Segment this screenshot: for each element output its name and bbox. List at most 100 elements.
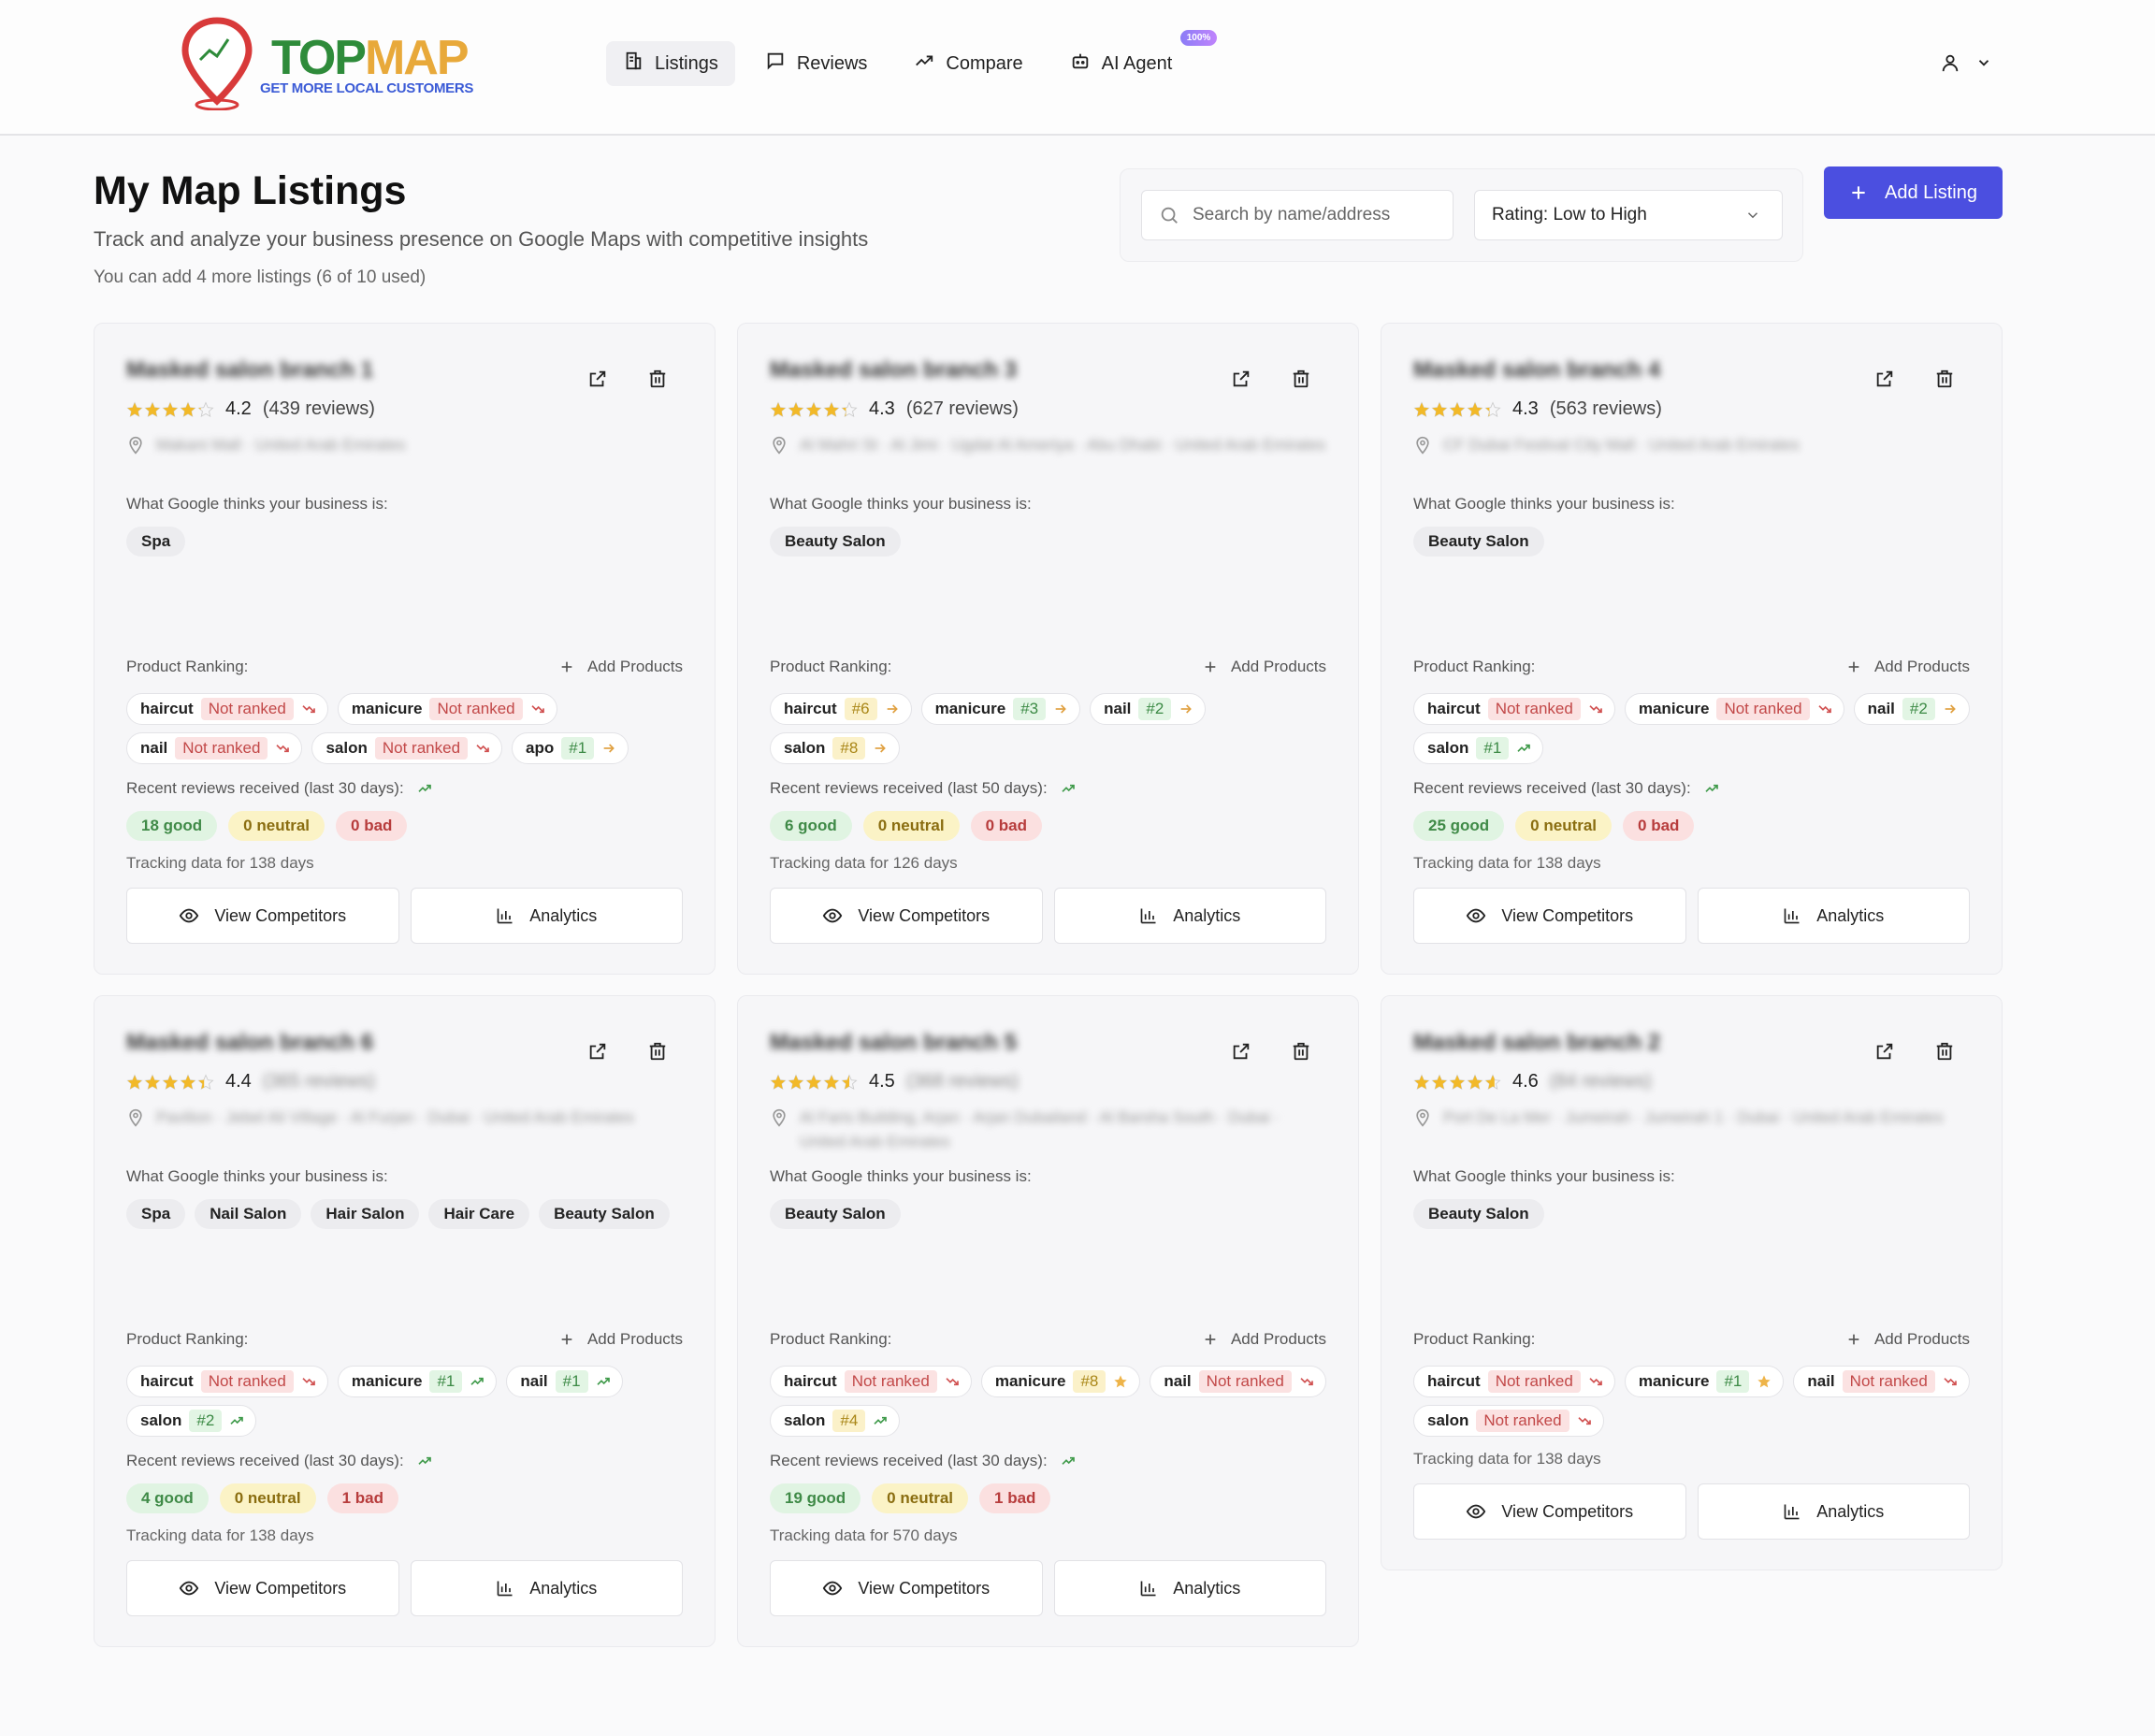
listing-card: Masked salon branch 6 4.4 (365 reviews) P… <box>94 995 716 1647</box>
product-ranking-tag[interactable]: haircut Not ranked <box>126 1366 328 1397</box>
tracking-duration: Tracking data for 138 days <box>1413 854 1601 872</box>
neutral-count: 0 neutral <box>228 811 325 841</box>
add-products-button[interactable]: Add Products <box>1203 1330 1326 1349</box>
keyword: nail <box>1807 1372 1835 1390</box>
add-products-button[interactable]: Add Products <box>1846 1330 1970 1349</box>
external-link-icon[interactable] <box>1874 369 1895 389</box>
card-actions <box>1874 1041 1955 1062</box>
product-ranking-tag[interactable]: salon #8 <box>770 732 901 764</box>
product-ranking-tag[interactable]: salon #2 <box>126 1405 257 1437</box>
add-products-button[interactable]: Add Products <box>1846 658 1970 676</box>
plus-icon <box>1848 661 1859 673</box>
product-ranking-tag[interactable]: nail Not ranked <box>1793 1366 1970 1397</box>
nav-label: AI Agent <box>1101 52 1173 74</box>
review-count: (563 reviews) <box>1549 398 1662 419</box>
trend-up-icon <box>1705 784 1718 792</box>
product-ranking-tag[interactable]: haircut Not ranked <box>1413 1366 1615 1397</box>
keyword: haircut <box>140 700 194 717</box>
view-competitors-button[interactable]: View Competitors <box>1413 888 1686 944</box>
category-chip: Hair Care <box>428 1199 530 1229</box>
product-ranking-tag[interactable]: manicure #3 <box>920 693 1081 725</box>
analytics-button[interactable]: Analytics <box>1697 1483 1970 1540</box>
analytics-button[interactable]: Analytics <box>410 1560 683 1616</box>
category-chip: Hair Salon <box>311 1199 420 1229</box>
add-listing-button[interactable]: Add Listing <box>1824 166 2003 219</box>
product-ranking-tag[interactable]: salon #4 <box>770 1405 901 1437</box>
trash-icon[interactable] <box>1291 369 1311 389</box>
view-competitors-button[interactable]: View Competitors <box>770 1560 1043 1616</box>
product-ranking-tag[interactable]: salon Not ranked <box>311 732 503 764</box>
keyword: salon <box>325 739 368 757</box>
rank-badge: Not ranked <box>1487 1370 1581 1393</box>
product-ranking-tag[interactable]: haircut Not ranked <box>126 693 328 725</box>
trend-down-icon <box>276 745 290 753</box>
filter-bar: Rating: Low to High <box>1120 168 1803 262</box>
google-category-label: What Google thinks your business is: <box>1413 495 1675 513</box>
analytics-button[interactable]: Analytics <box>1053 1560 1326 1616</box>
listing-card: Masked salon branch 5 4.5 (368 reviews) A… <box>737 995 1359 1647</box>
rank-badge: #3 <box>1013 698 1047 720</box>
product-ranking-tag[interactable]: manicure #8 <box>980 1366 1141 1397</box>
trash-icon[interactable] <box>1291 1041 1311 1062</box>
product-ranking-tag[interactable]: haircut #6 <box>770 693 912 725</box>
product-ranking-tag[interactable]: manicure #1 <box>337 1366 498 1397</box>
product-ranking-tag[interactable]: nail Not ranked <box>126 732 303 764</box>
bad-count: 0 bad <box>1623 811 1695 841</box>
product-ranking-tag[interactable]: nail Not ranked <box>1150 1366 1326 1397</box>
tracking-duration: Tracking data for 138 days <box>126 854 314 872</box>
product-ranking-tag[interactable]: nail #1 <box>506 1366 623 1397</box>
view-competitors-button[interactable]: View Competitors <box>126 888 399 944</box>
view-competitors-button[interactable]: View Competitors <box>1413 1483 1686 1540</box>
keyword: manicure <box>351 1372 423 1390</box>
analytics-button[interactable]: Analytics <box>1697 888 1970 944</box>
review-sentiment: 4 good 0 neutral 1 bad <box>126 1483 683 1513</box>
search-input[interactable] <box>1193 205 1436 225</box>
trash-icon[interactable] <box>647 369 668 389</box>
product-ranking-tag[interactable]: haircut Not ranked <box>1413 693 1615 725</box>
product-ranking-tag[interactable]: manicure Not ranked <box>1624 693 1844 725</box>
product-ranking-tag[interactable]: salon #1 <box>1413 732 1544 764</box>
bad-count: 0 bad <box>970 811 1042 841</box>
review-sentiment: 25 good 0 neutral 0 bad <box>1413 811 1970 841</box>
neutral-count: 0 neutral <box>1515 811 1613 841</box>
map-pin-icon <box>1416 436 1429 455</box>
add-products-button[interactable]: Add Products <box>1203 658 1326 676</box>
map-pin-icon <box>773 1108 786 1127</box>
star-rating <box>770 1073 858 1091</box>
analytics-button[interactable]: Analytics <box>1053 888 1326 944</box>
nav-ai-agent[interactable]: AI Agent 100% <box>1053 30 1218 86</box>
category-chip: Spa <box>126 527 186 557</box>
external-link-icon[interactable] <box>587 1041 608 1062</box>
nav-reviews[interactable]: Reviews <box>748 41 885 86</box>
trash-icon[interactable] <box>1934 1041 1955 1062</box>
external-link-icon[interactable] <box>1231 1041 1251 1062</box>
nav-listings[interactable]: Listings <box>606 41 735 86</box>
product-ranking-tag[interactable]: nail #2 <box>1090 693 1207 725</box>
product-ranking-tag[interactable]: nail #2 <box>1853 693 1970 725</box>
external-link-icon[interactable] <box>1874 1041 1895 1062</box>
add-products-button[interactable]: Add Products <box>559 658 683 676</box>
external-link-icon[interactable] <box>587 369 608 389</box>
review-count: (368 reviews) <box>905 1071 1019 1092</box>
view-competitors-button[interactable]: View Competitors <box>770 888 1043 944</box>
product-ranking-tag[interactable]: salon Not ranked <box>1413 1405 1604 1437</box>
product-ranking-tag[interactable]: haircut Not ranked <box>770 1366 972 1397</box>
search-box[interactable] <box>1141 190 1454 240</box>
product-ranking-tag[interactable]: manicure #1 <box>1624 1366 1785 1397</box>
view-competitors-button[interactable]: View Competitors <box>126 1560 399 1616</box>
user-menu[interactable] <box>1940 52 1992 73</box>
trend-up-icon <box>418 784 431 792</box>
trash-icon[interactable] <box>1934 369 1955 389</box>
sort-select[interactable]: Rating: Low to High <box>1474 190 1783 240</box>
trash-icon[interactable] <box>647 1041 668 1062</box>
product-ranking-tag[interactable]: manicure Not ranked <box>337 693 557 725</box>
star-icon <box>162 400 179 417</box>
bar-chart-icon <box>1784 1504 1800 1520</box>
nav-compare[interactable]: Compare <box>897 41 1039 86</box>
product-ranking-tag[interactable]: apo #1 <box>512 732 629 764</box>
external-link-icon[interactable] <box>1231 369 1251 389</box>
trend-down-icon <box>476 745 489 753</box>
add-products-button[interactable]: Add Products <box>559 1330 683 1349</box>
analytics-button[interactable]: Analytics <box>410 888 683 944</box>
topmap-logo[interactable]: TOPMAP GET MORE LOCAL CUSTOMERS <box>180 17 479 110</box>
